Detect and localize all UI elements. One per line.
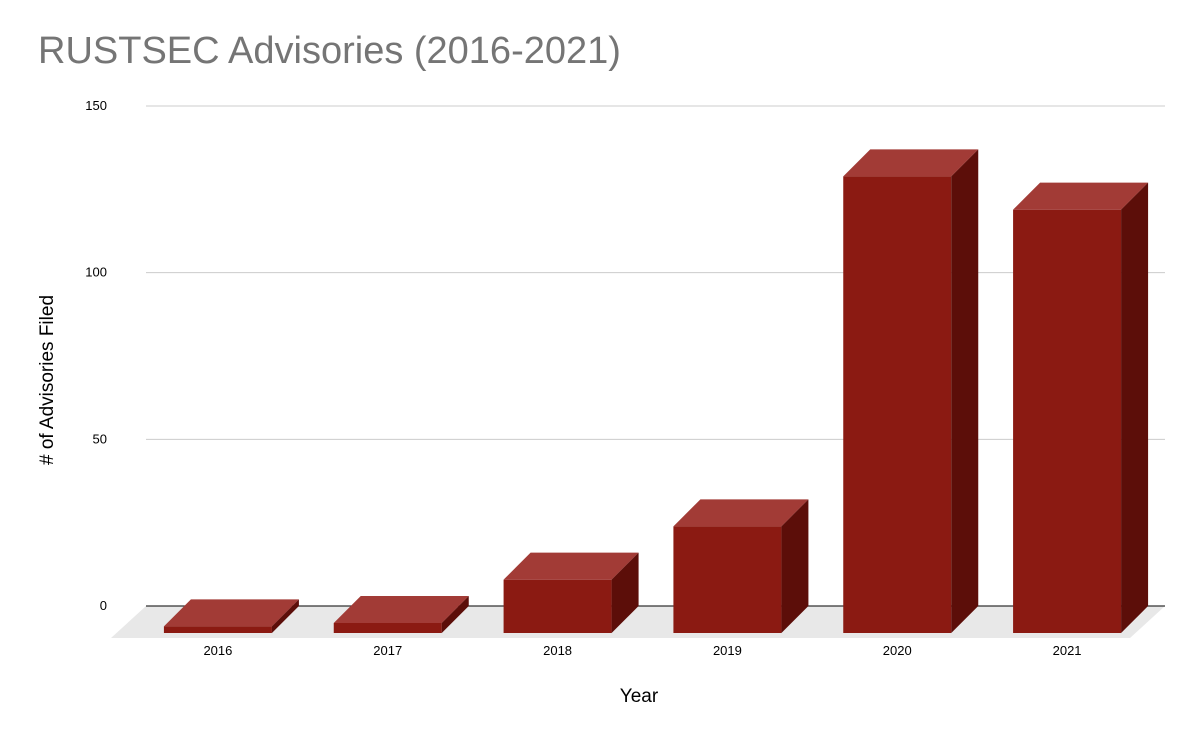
bar-top: [333, 596, 469, 623]
bar-2021: [1013, 182, 1149, 633]
bar-2018: [503, 552, 639, 633]
x-tick-label: 2017: [373, 643, 402, 658]
bar-top: [503, 552, 639, 580]
bar-side: [781, 499, 809, 633]
bar-2020: [843, 149, 979, 634]
bar-top: [673, 499, 809, 527]
bar-front: [1013, 209, 1122, 633]
y-axis-label: # of Advisories Filed: [37, 295, 58, 465]
y-tick-label: 100: [85, 265, 107, 280]
bar-front: [673, 526, 782, 633]
bar-top: [1013, 182, 1149, 210]
bar-side: [951, 149, 979, 634]
bar-side: [271, 599, 299, 633]
bar-front: [163, 626, 272, 633]
bar-2016: [163, 599, 299, 633]
bar-2017: [333, 596, 469, 633]
bar-front: [503, 579, 612, 633]
x-tick-label: 2019: [713, 643, 742, 658]
y-tick-label: 150: [85, 98, 107, 113]
chart-title: RUSTSEC Advisories (2016-2021): [38, 30, 621, 72]
bar-side: [441, 596, 469, 633]
y-tick-label: 0: [100, 598, 107, 613]
bar-2019: [673, 499, 809, 633]
x-tick-label: 2018: [543, 643, 572, 658]
bar-front: [333, 623, 442, 633]
x-tick-label: 2020: [883, 643, 912, 658]
x-tick-label: 2021: [1053, 643, 1082, 658]
x-tick-label: 2016: [203, 643, 232, 658]
bar-front: [843, 176, 952, 634]
y-tick-label: 50: [93, 431, 107, 446]
x-axis-label: Year: [620, 686, 659, 707]
bar-side: [1121, 182, 1149, 633]
bar-top: [163, 599, 299, 627]
bar-top: [843, 149, 979, 177]
bar-side: [611, 552, 639, 633]
